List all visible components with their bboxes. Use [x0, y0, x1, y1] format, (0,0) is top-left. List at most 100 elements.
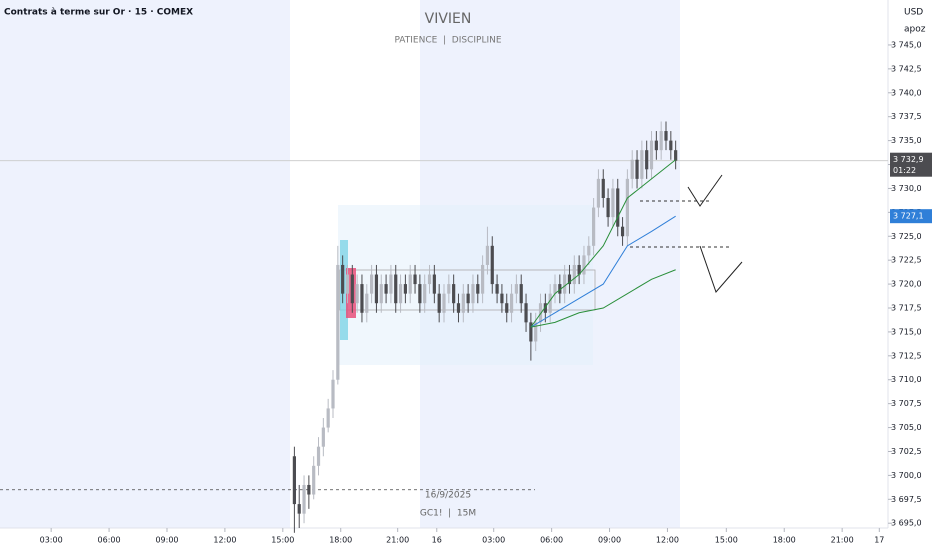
y-tick-label: 3 742,5	[891, 64, 922, 73]
candle-body	[365, 293, 369, 313]
candle-body	[316, 446, 321, 466]
candle-body	[398, 284, 403, 304]
y-tick-label: 3 730,0	[891, 184, 922, 193]
currency: USD	[904, 8, 923, 18]
candle-body	[649, 140, 654, 170]
candle-body	[394, 274, 398, 304]
candle-body	[630, 159, 634, 179]
candle-body	[543, 303, 547, 313]
ma-tag-label: 3 727,1	[893, 212, 924, 221]
x-tick-label: 12:00	[656, 536, 679, 545]
x-tick-label: 06:00	[98, 536, 121, 545]
candle-body	[413, 274, 417, 285]
x-tick-label: 17	[874, 536, 884, 545]
candle-body	[645, 150, 649, 170]
candle-body	[471, 284, 475, 304]
candle-body	[466, 293, 470, 304]
x-tick-label: 09:00	[155, 536, 178, 545]
y-tick-label: 3 702,5	[891, 447, 922, 456]
x-tick-label: 21:00	[386, 536, 409, 545]
candle-body	[495, 284, 499, 294]
ma-line	[530, 159, 676, 328]
y-tick-label: 3 705,0	[891, 423, 922, 432]
candle-body	[379, 284, 383, 304]
candle-body	[558, 284, 562, 294]
candle-body	[370, 274, 374, 294]
candle-body	[331, 379, 335, 409]
marks	[0, 121, 888, 533]
candle-body	[481, 264, 485, 294]
candle-body	[640, 150, 644, 179]
x-tick-label: 15:00	[271, 536, 294, 545]
y-tick-label: 3 712,5	[891, 351, 922, 360]
candle-body	[350, 274, 354, 304]
candle-body	[447, 284, 451, 294]
candle-body	[418, 284, 422, 304]
candle-body	[596, 178, 601, 208]
x-tick-label: 15:00	[715, 536, 738, 545]
candle-body	[389, 274, 393, 294]
candle-body	[674, 150, 678, 161]
candle-body	[654, 140, 658, 151]
candle-body	[307, 484, 311, 495]
y-tick-label: 3 715,0	[891, 327, 922, 336]
candle-body	[355, 284, 359, 304]
x-tick-label: 21:00	[831, 536, 854, 545]
x-tick-label: 09:00	[598, 536, 621, 545]
watermark-name: VIVIEN	[425, 11, 472, 27]
candle-body	[538, 303, 543, 323]
y-tick-label: 3 717,5	[891, 304, 922, 313]
candle-body	[553, 284, 557, 294]
y-tick-label: 3 707,5	[891, 399, 922, 408]
candle-body	[341, 264, 345, 294]
candle-body	[577, 264, 581, 275]
y-tick-label: 3 725,0	[891, 232, 922, 241]
y-tick-label: 3 700,0	[891, 471, 922, 480]
arrow	[687, 174, 743, 293]
y-tick-label: 3 735,0	[891, 136, 922, 145]
candle-body	[384, 284, 388, 294]
candle-body	[592, 207, 596, 246]
price-tag-label: 3 732,9	[893, 155, 924, 164]
candle-body	[437, 293, 441, 313]
candle-body	[524, 303, 528, 323]
candle-body	[519, 284, 523, 304]
candle-body	[408, 274, 412, 294]
candle-body	[403, 284, 407, 294]
candle-body	[529, 322, 533, 342]
candle-body	[297, 504, 301, 514]
candle-body	[321, 427, 325, 447]
candle-body	[476, 284, 480, 294]
candle-body	[374, 274, 379, 304]
candle-body	[461, 293, 465, 313]
x-tick-label: 18:00	[773, 536, 796, 545]
candle-body	[500, 293, 504, 304]
y-tick-label: 3 740,0	[891, 88, 922, 97]
y-tick-label: 3 697,5	[891, 495, 922, 504]
chart-title: Contrats à terme sur Or · 15 · COMEX	[4, 8, 193, 18]
candle-body	[485, 245, 490, 265]
y-tick-label: 3 720,0	[891, 280, 922, 289]
y-tick-label: 3 737,5	[891, 112, 922, 121]
ma-line	[530, 269, 676, 328]
candle-body	[582, 255, 586, 275]
ma-tag	[890, 209, 932, 224]
candle-body	[635, 159, 639, 179]
x-tick-label: 18:00	[329, 536, 352, 545]
candle-body	[664, 131, 668, 141]
session-bg	[0, 0, 290, 528]
candle-body	[432, 274, 436, 294]
candle-body	[427, 274, 432, 285]
candle-body	[620, 226, 625, 237]
candle-body	[312, 465, 316, 495]
watermark-motto: PATIENCE | DISCIPLINE	[394, 36, 501, 46]
unit: apoz	[904, 25, 926, 35]
y-tick-label: 3 695,0	[891, 519, 922, 528]
candle-body	[345, 274, 350, 294]
y-tick-label: 3 710,0	[891, 375, 922, 384]
candle-body	[292, 456, 296, 505]
x-tick-label: 06:00	[540, 536, 563, 545]
countdown: 01:22	[893, 166, 916, 175]
